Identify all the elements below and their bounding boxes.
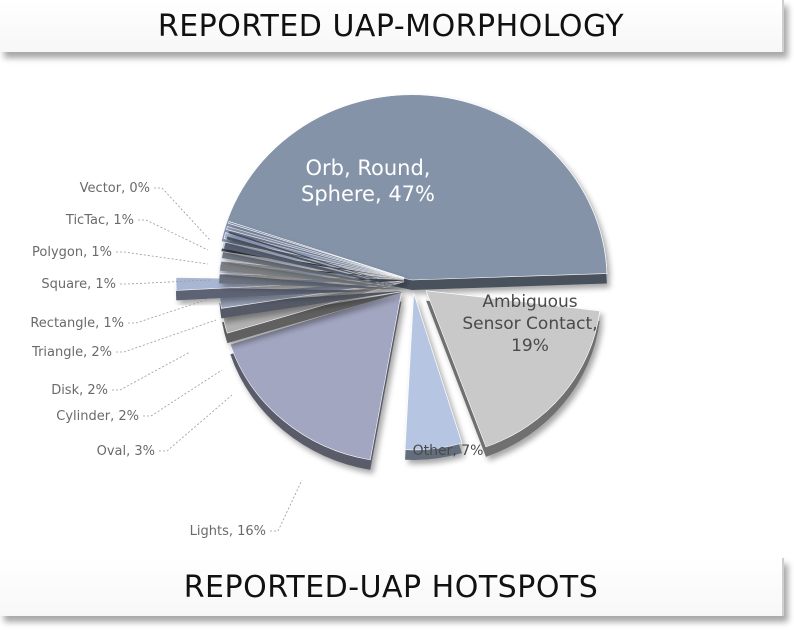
- label-rectangle: Rectangle, 1%: [30, 316, 124, 331]
- label-orb-round-sphere: Orb, Round, Sphere, 47%: [301, 156, 435, 206]
- pie-slice-tictac: [226, 226, 405, 288]
- label-lights: Lights, 16%: [190, 524, 266, 539]
- hotspots-title: REPORTED-UAP HOTSPOTS: [183, 569, 599, 605]
- leader-line-vector: [154, 187, 211, 241]
- leader-line-square: [120, 279, 211, 285]
- leader-line-lights: [270, 479, 303, 532]
- pie-slice-lights: [229, 291, 402, 470]
- chart-title-banner: REPORTED UAP-MORPHOLOGY: [0, 0, 784, 52]
- leader-line-tictac: [138, 219, 209, 251]
- pie-chart: Orb, Round, Sphere, 47% Ambiguous Sensor Co…: [30, 94, 608, 539]
- leader-line-oval: [159, 394, 233, 452]
- leader-line-cylinder: [143, 369, 223, 417]
- pie-slice-square: [221, 241, 405, 289]
- label-other: Other, 7%: [413, 443, 484, 459]
- label-polygon: Polygon, 1%: [32, 245, 112, 260]
- label-square: Square, 1%: [41, 277, 116, 292]
- leader-line-polygon: [116, 251, 209, 265]
- pie-slice-vector: [228, 221, 405, 288]
- label-ambiguous-sensor-contact: Ambiguous Sensor Contact, 19%: [462, 292, 597, 356]
- label-disk: Disk, 2%: [51, 383, 108, 398]
- pie-slice-polygon: [223, 232, 405, 289]
- label-triangle: Triangle, 2%: [31, 345, 112, 360]
- label-tictac: TicTac, 1%: [65, 213, 134, 228]
- hotspots-banner: REPORTED-UAP HOTSPOTS: [0, 558, 784, 616]
- pie-slice-orb-round-sphere: [220, 94, 608, 291]
- label-cylinder: Cylinder, 2%: [56, 409, 139, 424]
- label-oval: Oval, 3%: [97, 444, 155, 459]
- leader-line-disk: [112, 351, 191, 391]
- pie-slice-ambiguous-sensor-contact: [425, 290, 601, 457]
- pie-slice-other: [404, 293, 463, 460]
- leader-line-rectangle: [128, 297, 213, 324]
- chart-title: REPORTED UAP-MORPHOLOGY: [157, 8, 625, 44]
- label-vector: Vector, 0%: [80, 181, 150, 196]
- leader-line-triangle: [116, 319, 217, 353]
